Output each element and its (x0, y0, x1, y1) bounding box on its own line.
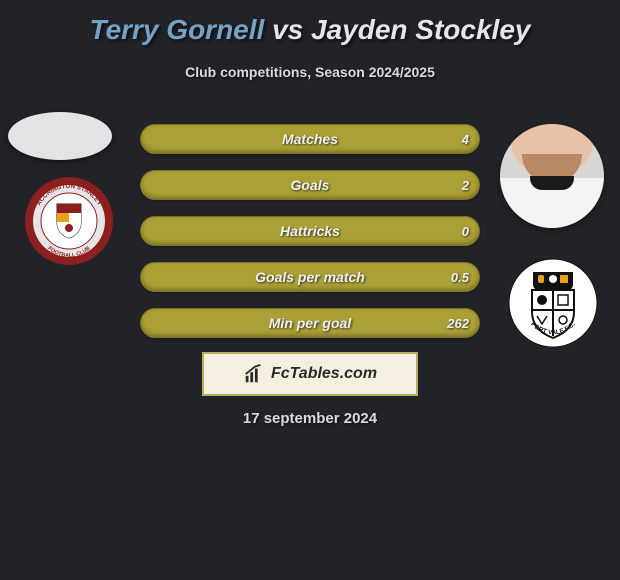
stat-bars: Matches4Goals2Hattricks0Goals per match0… (140, 124, 480, 354)
stat-bar-value-right: 2 (462, 171, 469, 199)
club-crest-right: PORT VALE F.C. (508, 258, 598, 348)
stat-bar-label: Goals per match (141, 263, 479, 291)
stat-bar-value-right: 0.5 (451, 263, 469, 291)
page-title: Terry Gornell vs Jayden Stockley (0, 0, 620, 46)
player1-avatar (8, 112, 112, 160)
club-crest-left: ACCRINGTON STANLEY FOOTBALL CLUB (24, 176, 114, 266)
player2-name: Jayden Stockley (311, 14, 530, 45)
vs-text: vs (264, 14, 311, 45)
stat-bar-label: Hattricks (141, 217, 479, 245)
stat-bar: Min per goal262 (140, 308, 480, 338)
source-link[interactable]: FcTables.com (202, 352, 418, 396)
stat-bar: Matches4 (140, 124, 480, 154)
stat-bar-value-right: 4 (462, 125, 469, 153)
footer-date: 17 september 2024 (0, 410, 620, 427)
stat-bar: Goals2 (140, 170, 480, 200)
player2-avatar (500, 124, 604, 228)
stat-bar-value-right: 262 (447, 309, 469, 337)
comparison-card: Terry Gornell vs Jayden Stockley Club co… (0, 0, 620, 580)
subtitle: Club competitions, Season 2024/2025 (0, 64, 620, 80)
stat-bar: Hattricks0 (140, 216, 480, 246)
stat-bar-label: Matches (141, 125, 479, 153)
source-text: FcTables.com (271, 365, 377, 383)
stat-bar: Goals per match0.5 (140, 262, 480, 292)
stat-bar-value-right: 0 (462, 217, 469, 245)
stat-bar-label: Goals (141, 171, 479, 199)
stat-bar-label: Min per goal (141, 309, 479, 337)
player1-name: Terry Gornell (90, 14, 265, 45)
chart-icon (243, 363, 265, 385)
